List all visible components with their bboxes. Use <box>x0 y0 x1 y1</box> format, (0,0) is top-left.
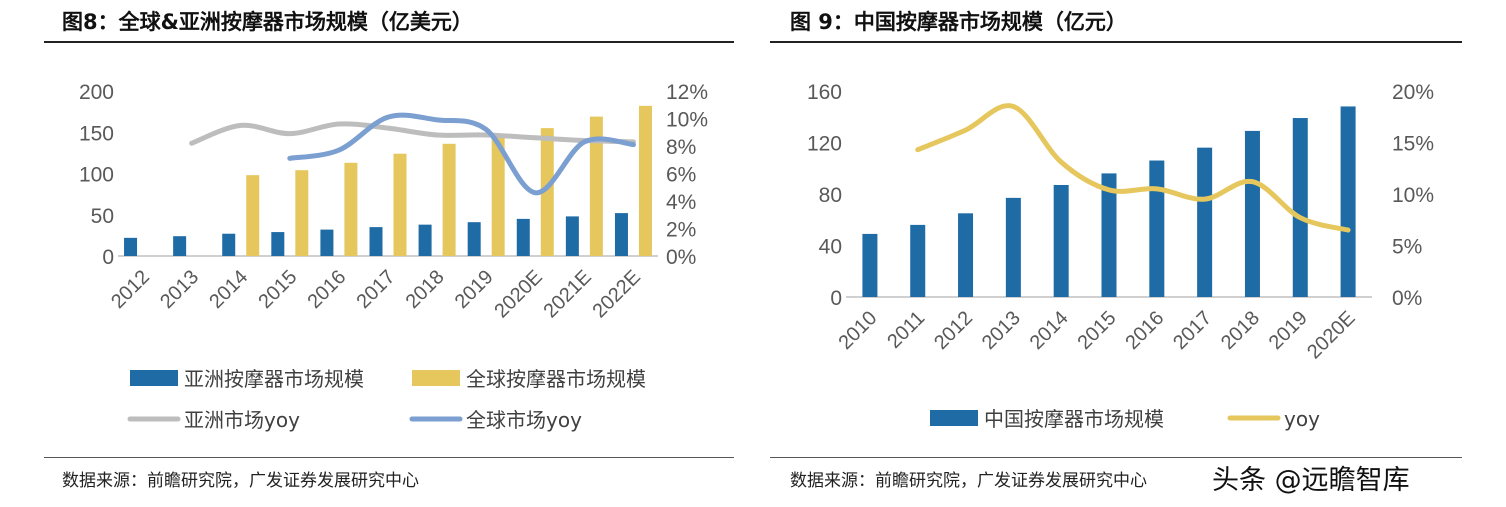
bar-2022E <box>614 213 628 256</box>
title-rule-left <box>44 41 734 43</box>
y-left-tick-label: 80 <box>819 184 842 207</box>
bar-2020E <box>1340 106 1356 297</box>
y-right-tick-label: 4% <box>666 191 696 214</box>
x-tick-label: 2015 <box>1074 307 1121 354</box>
bar-2018 <box>418 224 432 256</box>
legend-label: 全球按摩器市场规模 <box>466 367 646 391</box>
y-left-tick-label: 150 <box>79 122 114 145</box>
y-left-tick-label: 40 <box>819 236 842 259</box>
x-tick-label: 2016 <box>1121 307 1168 354</box>
bar-2022E <box>638 105 652 256</box>
bar-2013 <box>1005 197 1021 297</box>
y-right-tick-label: 2% <box>666 219 696 242</box>
legend-swatch <box>930 410 978 426</box>
title-rule-right <box>770 41 1462 43</box>
y-left-tick-label: 0 <box>102 246 114 269</box>
bar-2012 <box>124 237 138 256</box>
bar-2016 <box>320 229 334 256</box>
source-right: 数据来源：前瞻研究院，广发证券发展研究中心 <box>790 471 1147 491</box>
legend-label: 亚洲按摩器市场规模 <box>184 367 364 391</box>
y-left-tick-label: 120 <box>807 133 842 156</box>
source-rule-right <box>770 457 1462 458</box>
bar-2020E <box>540 128 554 256</box>
y-left-tick-label: 100 <box>79 164 114 187</box>
bar-2015 <box>295 170 309 256</box>
bar-2013 <box>173 236 187 256</box>
y-right-tick-label: 0% <box>1392 287 1422 310</box>
y-right-tick-label: 20% <box>1392 81 1434 104</box>
y-right-tick-label: 8% <box>666 136 696 159</box>
line-series <box>189 121 636 146</box>
x-tick-label: 2012 <box>930 307 977 354</box>
legend-swatch <box>412 370 460 386</box>
y-left-tick-label: 0 <box>830 287 842 310</box>
y-right-tick-label: 5% <box>1392 236 1422 259</box>
bar-2014 <box>246 175 260 256</box>
legend-label: 全球市场yoy <box>466 408 582 432</box>
bar-2016 <box>344 162 358 256</box>
x-tick-label: 2011 <box>883 307 929 353</box>
chart-title-left: 图8：全球&亚洲按摩器市场规模（亿美元） <box>62 10 473 34</box>
y-right-tick-label: 12% <box>666 81 708 104</box>
x-tick-label: 2017 <box>1169 307 1216 354</box>
bar-2014 <box>1053 184 1069 297</box>
bar-2015 <box>1101 173 1117 297</box>
bar-2019 <box>491 134 505 256</box>
x-tick-label: 2010 <box>834 307 881 354</box>
chart-china: 0 40 80 120 160 0% 5% 10% 15% 20% 2010 2011 2012 2013… <box>807 81 1434 431</box>
bar-2017 <box>369 227 383 256</box>
bar-2019 <box>1292 118 1308 297</box>
source-rule-left <box>44 457 734 458</box>
bar-2018 <box>442 143 456 256</box>
legend-label: 亚洲市场yoy <box>184 408 300 432</box>
bar-2019 <box>467 222 481 256</box>
bar-2018 <box>1244 130 1260 297</box>
bar-2015 <box>271 232 285 256</box>
line-series <box>287 112 636 196</box>
chart-title-right: 图 9：中国按摩器市场规模（亿元） <box>790 10 1127 34</box>
y-left-tick-label: 160 <box>807 81 842 104</box>
watermark: 头条 @远瞻智库 <box>1212 458 1410 497</box>
bar-2012 <box>958 213 974 297</box>
bar-2017 <box>1197 147 1213 297</box>
bar-2017 <box>393 153 407 256</box>
x-tick-label: 2018 <box>1217 307 1264 354</box>
line-series <box>915 103 1351 233</box>
legend-swatch <box>130 370 178 386</box>
legend-label: yoy <box>1284 407 1320 431</box>
x-tick-label: 2013 <box>978 307 1025 354</box>
bar-2010 <box>862 233 878 297</box>
x-tick-label: 2020E <box>1303 307 1359 363</box>
bar-2016 <box>1149 160 1165 297</box>
y-right-tick-label: 15% <box>1392 133 1434 156</box>
y-right-tick-label: 10% <box>1392 184 1434 207</box>
bar-2021E <box>565 216 579 256</box>
bar-2011 <box>910 224 926 297</box>
legend-label: 中国按摩器市场规模 <box>984 407 1164 431</box>
bar-2020E <box>516 218 530 256</box>
y-right-tick-label: 6% <box>666 164 696 187</box>
x-tick-label: 2014 <box>1026 307 1073 354</box>
y-right-tick-label: 0% <box>666 246 696 269</box>
source-left: 数据来源：前瞻研究院，广发证券发展研究中心 <box>62 471 419 491</box>
bar-2021E <box>589 116 603 256</box>
y-right-tick-label: 10% <box>666 109 708 132</box>
y-left-tick-label: 50 <box>91 205 114 228</box>
bar-2014 <box>222 233 236 256</box>
y-left-tick-label: 200 <box>79 81 114 104</box>
